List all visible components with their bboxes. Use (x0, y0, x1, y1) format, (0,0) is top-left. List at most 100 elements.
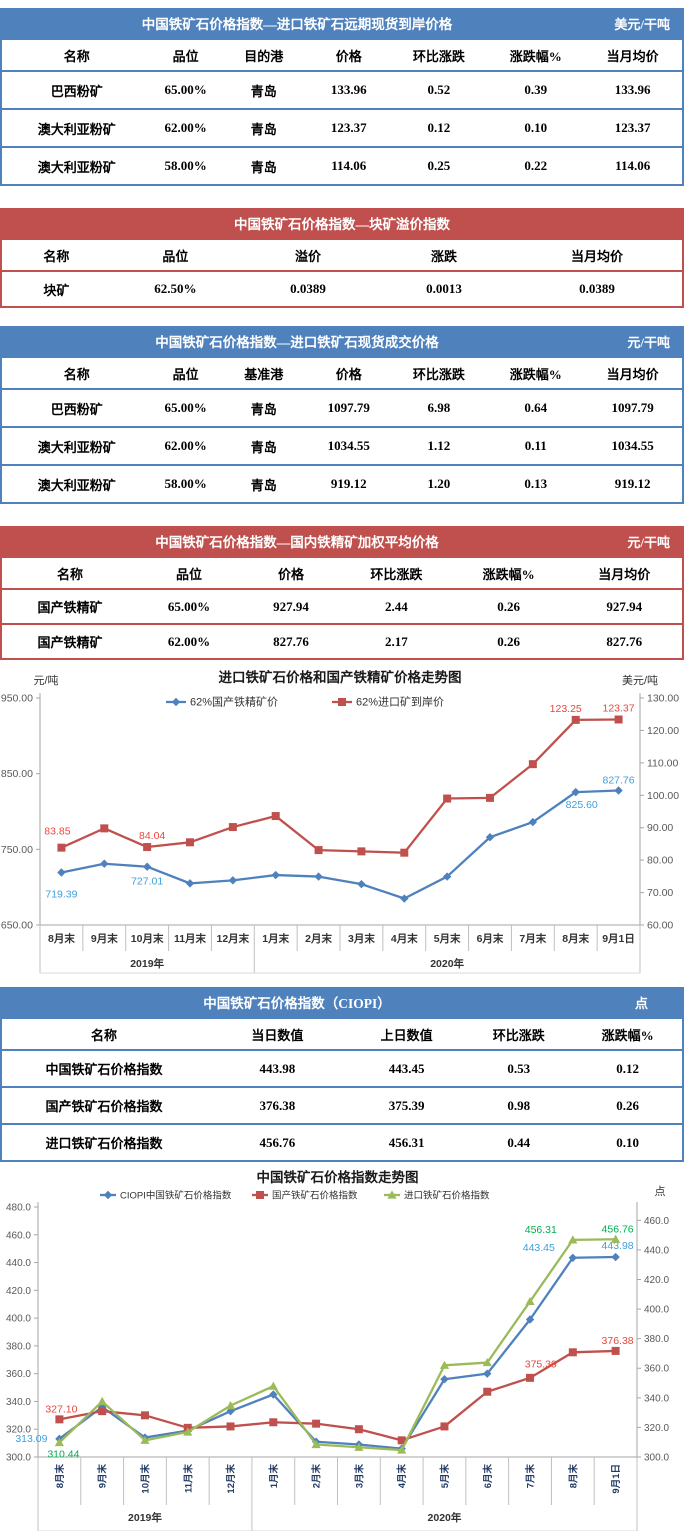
chart-title: 进口铁矿石价格和国产铁精矿价格走势图 (219, 669, 462, 685)
table-cell: 澳大利亚粉矿 (37, 121, 116, 137)
category-label: 1月末 (262, 932, 289, 945)
table-cell: 0.26 (616, 1097, 639, 1113)
legend-label: 62%国产铁精矿价 (190, 695, 278, 709)
table-title-bar: 中国铁矿石价格指数—国内铁精矿加权平均价格 元/干吨 (2, 528, 682, 558)
left-axis-tick-label: 380.0 (6, 1341, 31, 1352)
table-cell: 62.00% (164, 120, 207, 135)
series-line (60, 718, 619, 854)
diamond-marker (485, 833, 495, 842)
table-cell: 澳大利亚粉矿 (37, 439, 116, 455)
left-axis-tick-label: 320.0 (6, 1425, 31, 1436)
series-line (58, 1255, 616, 1450)
column-header: 名称 (56, 566, 83, 582)
triangle-marker (387, 1190, 397, 1199)
series-进口铁矿石价格指数: 310.44 456.31 456.76 (47, 1223, 633, 1460)
square-marker (140, 1411, 149, 1420)
table-cell: 1034.55 (611, 438, 654, 453)
diamond-marker (185, 879, 195, 888)
table-cell: 1.12 (427, 438, 451, 453)
right-axis-tick-label: 400.0 (644, 1305, 669, 1316)
square-marker (338, 698, 346, 706)
square-marker (98, 1407, 107, 1416)
table-cell: 0.10 (524, 120, 548, 135)
category-label: 8月末 (48, 932, 75, 945)
column-header: 品位 (162, 248, 189, 264)
right-axis-unit-label: 美元/吨 (622, 674, 658, 687)
table-cell: 62.50% (154, 281, 197, 296)
price-table: 中国铁矿石价格指数—进口铁矿石现货成交价格 元/干吨 名称 品位 基准港 价格 环比涨跌 涨跌… (0, 326, 684, 504)
table-cell: 443.45 (388, 1060, 425, 1076)
table-title-bar: 中国铁矿石价格指数—块矿溢价指数 (2, 210, 682, 240)
column-header: 目的港 (244, 48, 284, 64)
diamond-marker (228, 876, 238, 885)
price-table: 中国铁矿石价格指数—块矿溢价指数 名称 品位 溢价 涨跌 当月均价 块矿 62.50% 0.03… (0, 208, 684, 308)
price-table: 中国铁矿石价格指数—进口铁矿石远期现货到岸价格 美元/干吨 名称 品位 目的港 价格 环比涨… (0, 8, 684, 186)
left-axis-tick-label: 360.0 (6, 1369, 31, 1380)
triangle-marker (97, 1396, 107, 1406)
table-row: 澳大利亚粉矿 62.00% 青岛 123.37 0.12 0.10 123.37 (2, 109, 682, 147)
table-cell: 青岛 (250, 121, 277, 137)
axes: 480.0 460.0 440.0 420.0 400.0 380.0 360.0 340.0… (6, 1202, 669, 1464)
category-label: 4月末 (391, 932, 418, 945)
right-axis-tick-label: 440.0 (644, 1245, 669, 1256)
square-marker (614, 715, 623, 724)
header-row: 名称 品位 价格 环比涨跌 涨跌幅% 当月均价 (2, 558, 682, 589)
table-cell: 巴西粉矿 (50, 401, 103, 417)
table-cell: 国产铁矿石价格指数 (45, 1099, 163, 1114)
table-cell: 123.37 (330, 120, 367, 135)
column-header: 名称 (63, 366, 90, 382)
square-marker (571, 715, 580, 724)
table-row: 国产铁精矿 65.00% 927.94 2.44 0.26 927.94 (2, 589, 682, 624)
diamond-marker (100, 859, 109, 868)
table-cell: 0.0013 (426, 281, 462, 296)
data-point-label: 719.39 (45, 888, 77, 900)
series-line (59, 1349, 616, 1442)
square-marker (186, 838, 194, 847)
triangle-marker (525, 1296, 535, 1306)
data-point-label: 456.76 (602, 1223, 634, 1235)
table-cell: 123.37 (614, 120, 651, 135)
price-table: 中国铁矿石价格指数—国内铁精矿加权平均价格 元/干吨 名称 品位 价格 环比涨跌 涨跌幅% 当… (0, 526, 684, 660)
series-CIOPI中国铁矿石价格指数: 313.09 443.45 443.98 (15, 1240, 634, 1453)
triangle-marker (183, 1427, 193, 1436)
right-axis-tick-label: 90.00 (647, 822, 673, 834)
table-cell: 0.26 (497, 598, 520, 614)
category-label: 10月末 (139, 1464, 151, 1494)
year-group-label: 2019年 (130, 957, 164, 970)
diamond-marker (57, 868, 66, 877)
diamond-marker (571, 787, 580, 797)
category-label: 9月1日 (602, 933, 635, 945)
header-row: 名称 品位 溢价 涨跌 当月均价 (2, 240, 682, 271)
table-cell: 巴西粉矿 (50, 83, 103, 99)
table-row: 国产铁精矿 62.00% 827.76 2.17 0.26 827.76 (2, 624, 682, 658)
diamond-marker (525, 1315, 535, 1324)
square-marker (312, 1419, 321, 1428)
table-cell: 0.11 (524, 438, 547, 453)
table-cell: 青岛 (250, 401, 277, 417)
diamond-marker (400, 894, 409, 903)
column-header: 环比涨跌 (412, 48, 465, 64)
import-vs-domestic-price-trend-chart: 进口铁矿石价格和国产铁精矿价格走势图 元/吨 美元/吨 950.00 850.00 750… (1, 669, 679, 974)
category-label: 5月末 (434, 932, 461, 945)
chart-legend: 62%国产铁精矿价 62%进口矿到岸价 (166, 695, 444, 709)
diamond-marker (611, 1252, 620, 1262)
category-label: 11月末 (182, 1464, 194, 1494)
table-import-spot-transaction-price: 中国铁矿石价格指数—进口铁矿石现货成交价格 元/干吨 名称 品位 基准港 价格 环比涨跌 涨跌… (0, 326, 684, 504)
table-cell: 0.12 (616, 1060, 639, 1076)
triangle-marker (439, 1360, 450, 1369)
table-cell: 65.00% (164, 400, 207, 415)
table-cell: 133.96 (614, 82, 651, 97)
column-header: 品位 (175, 566, 202, 582)
square-marker (443, 794, 452, 803)
table-cell: 827.76 (273, 633, 309, 649)
data-point-label: 727.01 (131, 876, 163, 888)
left-axis-tick-label: 440.0 (6, 1258, 31, 1269)
square-marker (256, 1191, 264, 1199)
legend-label: 62%进口矿到岸价 (356, 696, 444, 709)
category-label: 8月末 (562, 932, 589, 945)
triangle-marker (611, 1234, 621, 1243)
legend-label: 国产铁矿石价格指数 (272, 1190, 358, 1202)
table-unit: 元/干吨 (627, 335, 670, 350)
category-label: 9月1日 (611, 1464, 622, 1494)
right-axis-tick-label: 120.00 (647, 725, 679, 737)
